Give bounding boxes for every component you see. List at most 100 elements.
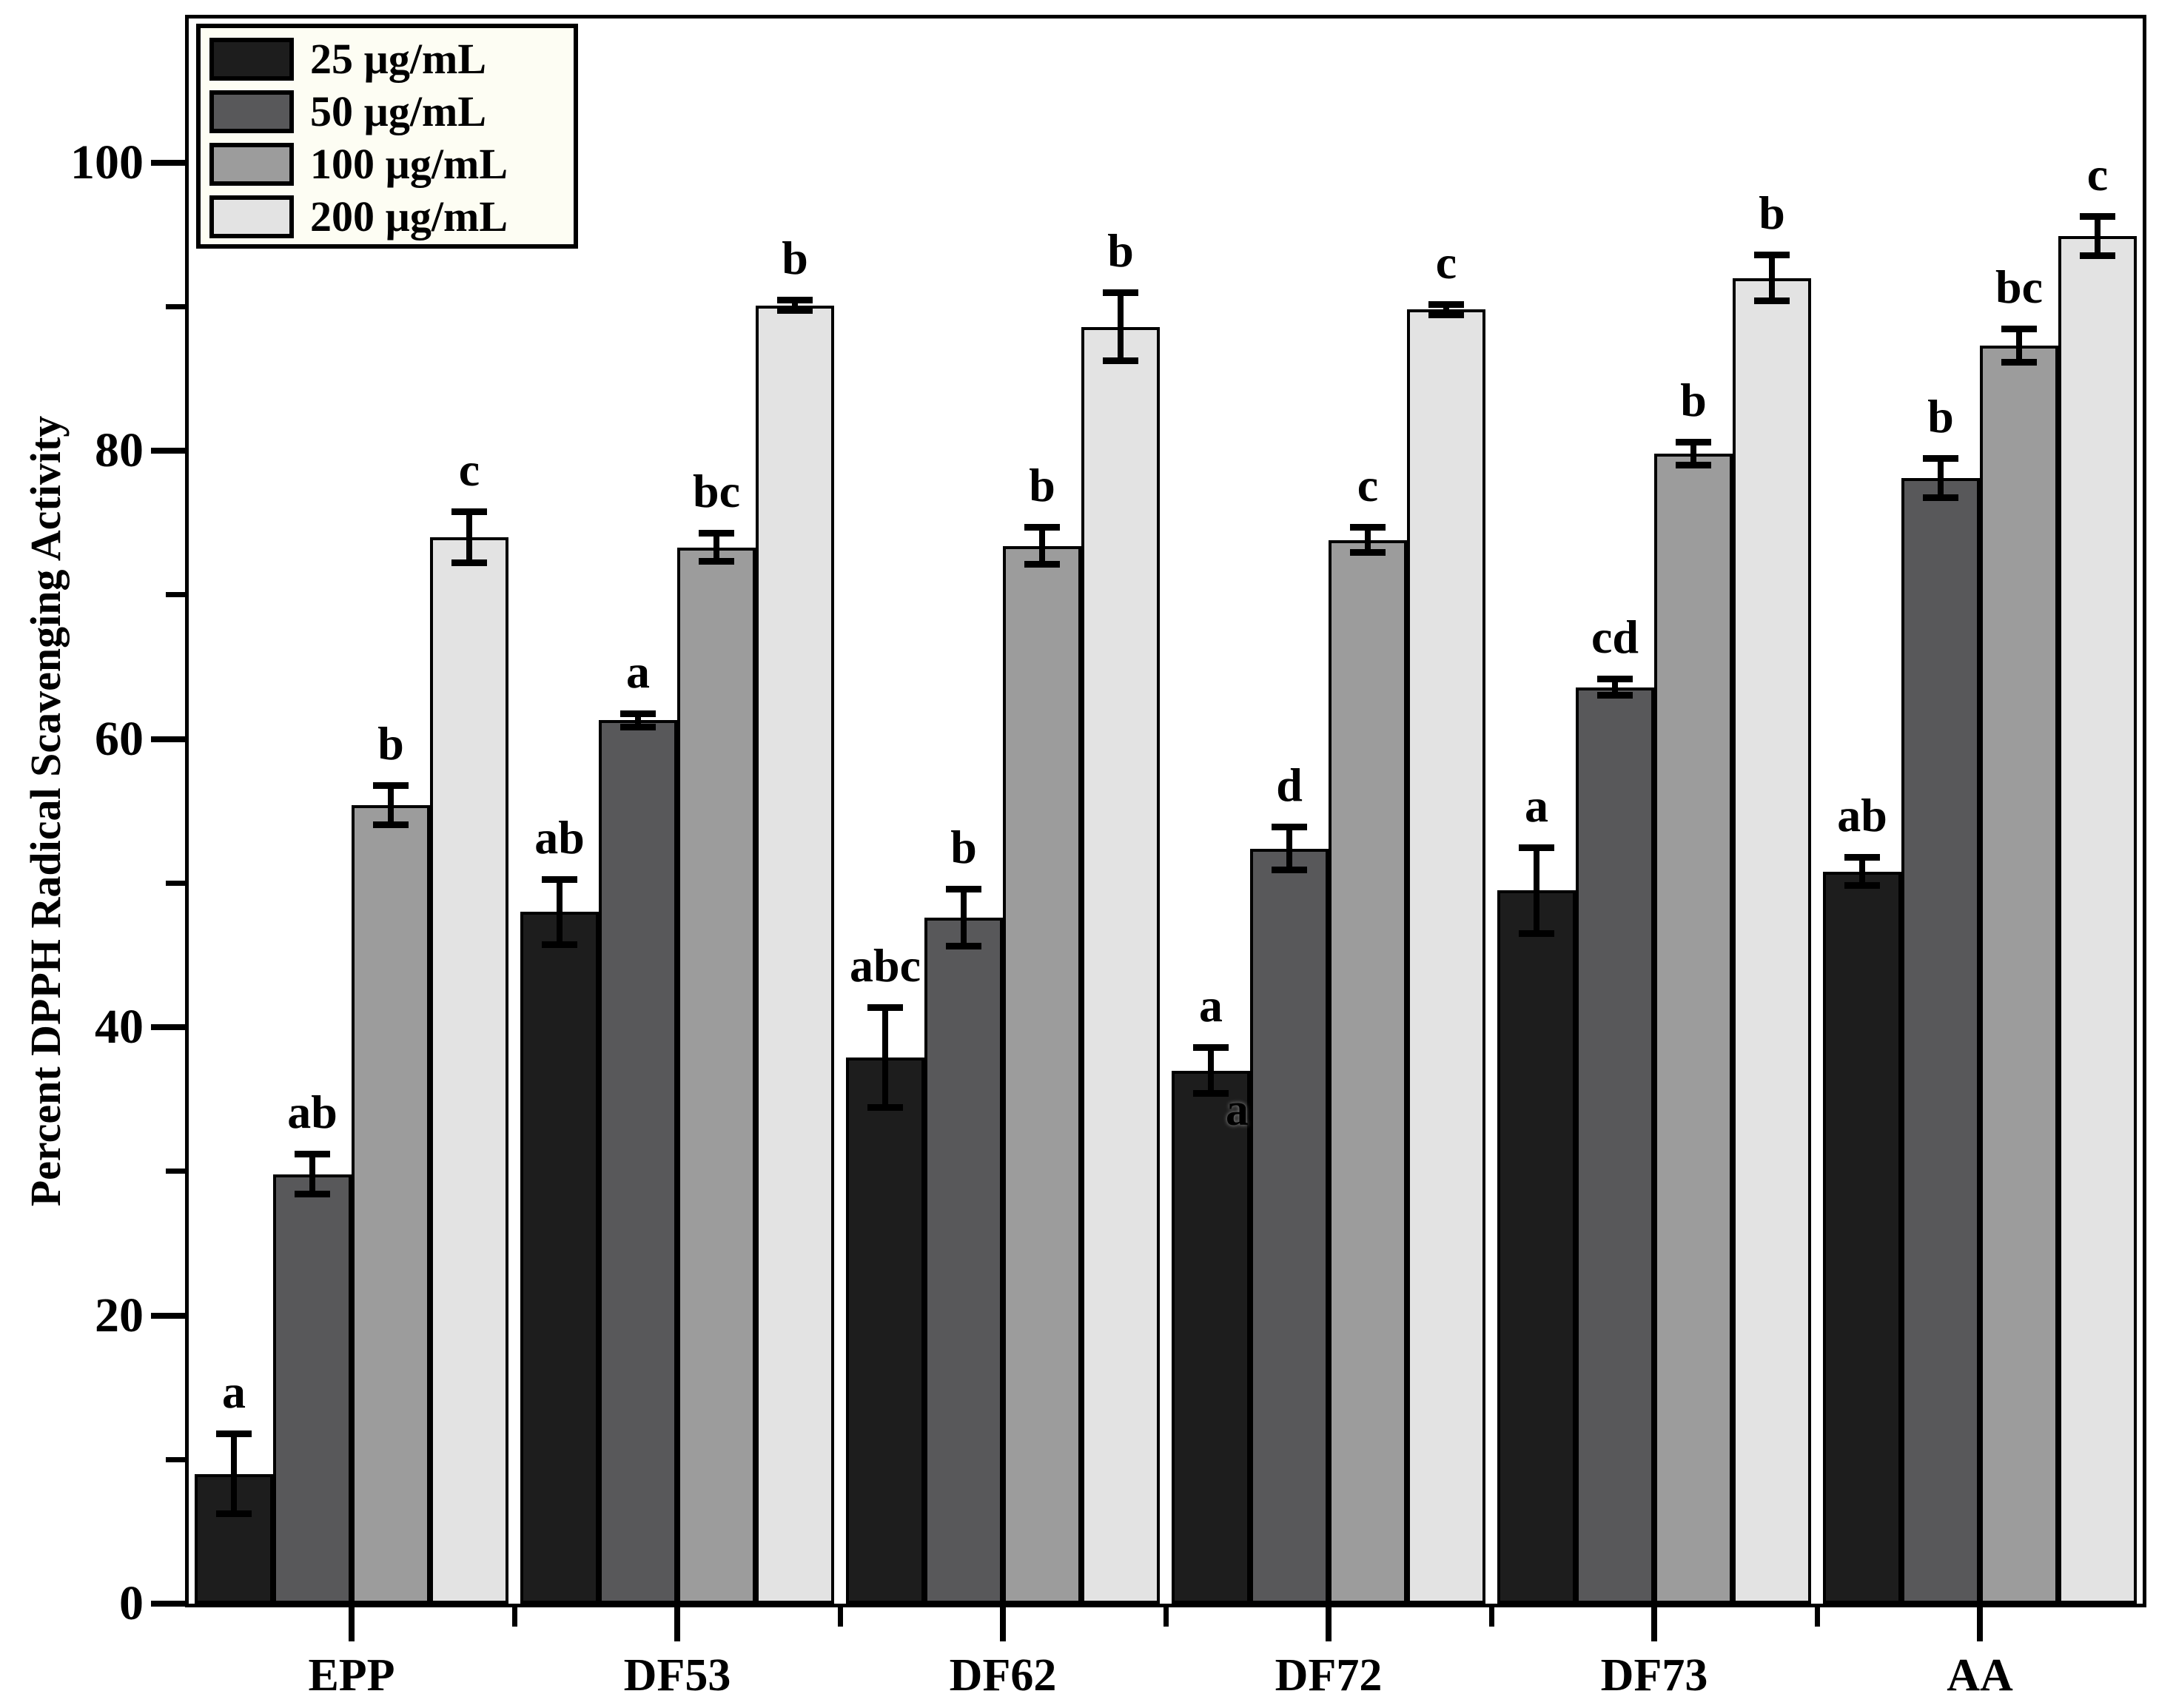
error-bar-cap-top	[2080, 212, 2115, 220]
error-bar-cap-bottom	[1844, 882, 1880, 890]
plot-area	[185, 15, 2146, 1607]
sig-letter: d	[1276, 759, 1303, 812]
error-bar-cap-top	[1193, 1044, 1229, 1052]
sig-letter: a	[626, 645, 650, 698]
error-bar-cap-top	[1923, 454, 1958, 462]
legend-label: 50 µg/mL	[310, 87, 487, 135]
x-tick-minor	[1814, 1607, 1820, 1627]
bar-DF73-4	[1733, 278, 1811, 1604]
x-tick-minor	[1488, 1607, 1494, 1627]
error-bar	[1938, 457, 1944, 499]
error-bar-cap-top	[1103, 289, 1138, 296]
error-bar-cap-bottom	[777, 307, 813, 315]
error-bar-cap-bottom	[1676, 461, 1711, 468]
error-bar-cap-bottom	[1350, 549, 1386, 557]
bar-AA-1	[1823, 871, 1901, 1604]
sig-letter: b	[377, 716, 404, 770]
legend-swatch-icon	[209, 142, 294, 186]
error-bar-cap-bottom	[542, 941, 577, 949]
error-bar	[792, 299, 798, 312]
y-tick-minor	[166, 592, 185, 598]
legend-swatch-icon	[209, 37, 294, 81]
error-bar-cap-bottom	[1193, 1089, 1229, 1097]
x-tick-minor	[837, 1607, 843, 1627]
error-bar-cap-top	[373, 781, 409, 789]
y-tick-minor	[166, 880, 185, 886]
error-bar	[1208, 1047, 1214, 1094]
sig-letter: a	[1199, 979, 1223, 1032]
error-bar	[635, 713, 641, 728]
sig-letter: b	[950, 821, 977, 874]
bar-AA-3	[1980, 346, 2058, 1604]
sig-letter: c	[2086, 147, 2109, 201]
sig-letter: b	[782, 231, 808, 284]
sig-letter: b	[1680, 374, 1707, 427]
bar-DF62-4	[1081, 326, 1160, 1604]
error-bar-cap-top	[216, 1430, 252, 1438]
bar-DF72-3	[1329, 539, 1407, 1604]
error-bar	[466, 511, 472, 564]
y-tick-minor	[166, 303, 185, 309]
x-tick-major	[674, 1607, 680, 1641]
bar-DF62-3	[1003, 545, 1081, 1604]
error-bar-cap-top	[1597, 675, 1633, 682]
y-tick-label: 0	[119, 1576, 144, 1630]
error-bar	[882, 1006, 888, 1109]
y-tick-major	[151, 736, 185, 742]
error-bar	[388, 784, 394, 826]
bar-DF72-1	[1172, 1070, 1250, 1604]
error-bar-cap-top	[2001, 325, 2037, 332]
error-bar-cap-bottom	[620, 724, 656, 731]
sig-letter: cd	[1591, 610, 1639, 663]
y-tick-major	[151, 448, 185, 454]
error-bar-cap-top	[867, 1003, 903, 1011]
y-tick-major	[151, 1024, 185, 1031]
bar-AA-2	[1901, 478, 1980, 1604]
bar-EPP-4	[430, 537, 508, 1604]
bar-DF53-3	[677, 547, 756, 1604]
error-bar-cap-bottom	[1272, 866, 1307, 873]
sig-letter: c	[1435, 235, 1457, 289]
error-bar-cap-bottom	[1103, 357, 1138, 365]
sig-letter: c	[1357, 459, 1379, 512]
y-tick-major	[151, 1312, 185, 1319]
bar-DF53-4	[756, 305, 834, 1604]
sig-letter: abc	[850, 938, 921, 992]
error-bar	[1534, 847, 1539, 934]
error-bar	[713, 533, 719, 562]
sig-letter: ab	[1837, 789, 1887, 842]
error-bar-cap-top	[1519, 844, 1554, 851]
bar-DF73-3	[1654, 454, 1733, 1604]
bar-AA-4	[2058, 236, 2137, 1604]
sig-letter: bc	[693, 465, 740, 518]
x-tick-major	[1977, 1607, 1983, 1641]
error-bar-cap-bottom	[699, 558, 734, 565]
legend-swatch-icon	[209, 195, 294, 238]
legend-item: 50 µg/mL	[201, 85, 574, 138]
x-tick-major	[1326, 1607, 1332, 1641]
x-category-label: DF62	[949, 1650, 1057, 1701]
error-bar-cap-bottom	[295, 1190, 330, 1197]
y-tick-label: 100	[70, 135, 144, 189]
x-category-label: DF73	[1600, 1650, 1708, 1701]
error-bar-cap-top	[1024, 524, 1060, 531]
bar-EPP-3	[352, 805, 430, 1604]
error-bar-cap-top	[295, 1151, 330, 1158]
legend-label: 25 µg/mL	[310, 35, 487, 83]
x-category-label: EPP	[308, 1650, 395, 1701]
sig-letter: bc	[1995, 260, 2043, 313]
y-tick-label: 40	[95, 1000, 144, 1055]
error-bar-cap-bottom	[451, 559, 487, 567]
bar-DF62-1	[846, 1057, 924, 1604]
error-bar-cap-top	[1844, 854, 1880, 861]
error-bar	[1769, 255, 1775, 301]
artifact-overlap-letter: a	[1226, 1084, 1249, 1135]
x-category-label: DF53	[623, 1650, 731, 1701]
error-bar-cap-bottom	[1754, 297, 1790, 304]
error-bar-cap-top	[1350, 524, 1386, 531]
y-tick-label: 60	[95, 711, 144, 766]
sig-letter: b	[1029, 459, 1055, 512]
error-bar-cap-bottom	[1024, 561, 1060, 568]
sig-letter: b	[1107, 223, 1134, 277]
error-bar	[1286, 827, 1292, 870]
